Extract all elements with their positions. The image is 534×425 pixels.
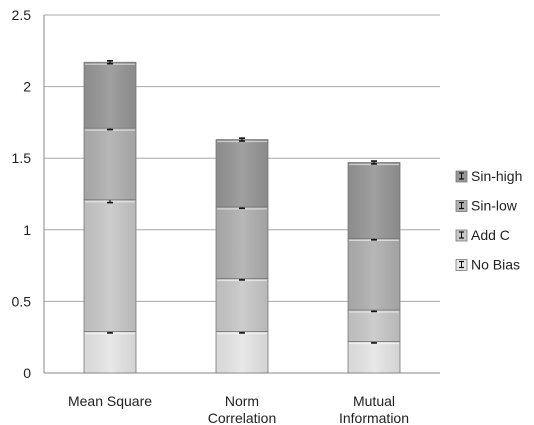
x-category-label: Mutual Information <box>339 393 409 425</box>
legend-item-sin-low: Sin-low <box>455 198 518 214</box>
y-tick-label: 0.5 <box>12 293 32 309</box>
x-category-label: Mean Square <box>68 393 152 409</box>
legend-label: Sin-low <box>471 198 518 214</box>
x-category-label: Norm Correlation <box>208 393 276 425</box>
error-bar <box>107 60 113 65</box>
legend: Sin-high Sin-low Add C No Bias <box>455 168 522 273</box>
legend-label: Add C <box>471 227 510 243</box>
bar-segment-shading <box>216 278 268 332</box>
bar-segment-shading <box>348 309 400 342</box>
y-tick-label: 1 <box>23 222 31 238</box>
bar-segment-shading <box>216 331 268 373</box>
legend-label: Sin-high <box>471 168 522 184</box>
bars <box>83 60 401 374</box>
legend-item-sin-high: Sin-high <box>455 168 522 184</box>
y-tick-label: 0 <box>23 365 31 381</box>
y-tick-label: 1.5 <box>12 150 32 166</box>
bar-segment-shading <box>84 62 136 129</box>
legend-label: No Bias <box>471 257 520 273</box>
y-tick-label: 2 <box>23 79 31 95</box>
bar-segment-shading <box>348 162 400 239</box>
error-bar <box>239 137 245 142</box>
bar-segment-shading <box>84 331 136 373</box>
bar-segment-shading <box>348 341 400 373</box>
error-bar <box>371 160 377 165</box>
legend-item-no-bias: No Bias <box>455 257 520 273</box>
y-tick-label: 2.5 <box>12 7 32 23</box>
bar-segment-shading <box>84 199 136 332</box>
bar-segment-shading <box>216 139 268 207</box>
y-axis: 0 0.5 1 1.5 2 2.5 <box>12 7 45 381</box>
legend-item-add-c: Add C <box>455 227 510 243</box>
bar-segment-shading <box>348 238 400 310</box>
bar-segment-shading <box>216 206 268 279</box>
category-labels: Mean Square Norm Correlation Mutual Informat… <box>68 393 409 425</box>
bar-segment-shading <box>84 128 136 200</box>
